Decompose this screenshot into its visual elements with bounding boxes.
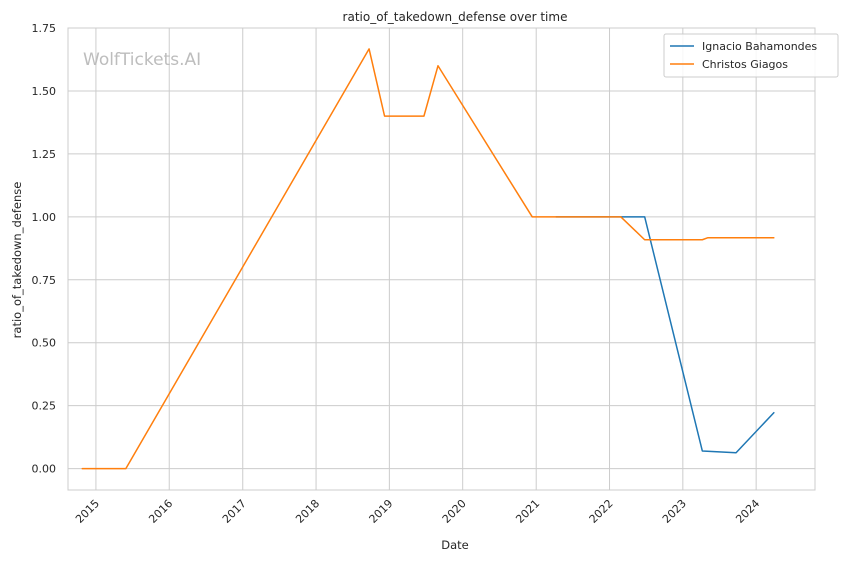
y-tick-label: 0.25 bbox=[32, 400, 57, 413]
y-axis-ticks: 0.00 0.25 0.50 0.75 1.00 1.25 1.50 1.75 bbox=[32, 22, 57, 476]
legend-label-series-2: Christos Giagos bbox=[702, 58, 788, 71]
y-tick-label: 1.00 bbox=[32, 211, 57, 224]
series-line-2 bbox=[81, 48, 775, 470]
series-lines bbox=[81, 48, 775, 470]
y-axis-title: ratio_of_takedown_defense bbox=[10, 182, 24, 339]
legend: Ignacio Bahamondes Christos Giagos bbox=[663, 33, 839, 78]
y-tick-label: 1.25 bbox=[32, 148, 57, 161]
chart-title: ratio_of_takedown_defense over time bbox=[343, 10, 568, 24]
y-tick-label: 0.75 bbox=[32, 274, 57, 287]
watermark-text: WolfTickets.AI bbox=[83, 50, 201, 70]
y-tick-label: 0.50 bbox=[32, 337, 57, 350]
y-tick-label: 1.50 bbox=[32, 85, 57, 98]
legend-label-series-1: Ignacio Bahamondes bbox=[702, 40, 817, 53]
y-tick-label: 0.00 bbox=[32, 463, 57, 476]
legend-box bbox=[663, 33, 839, 78]
y-tick-label: 1.75 bbox=[32, 22, 57, 35]
x-axis-title: Date bbox=[441, 538, 469, 552]
plot-frame bbox=[67, 27, 816, 491]
